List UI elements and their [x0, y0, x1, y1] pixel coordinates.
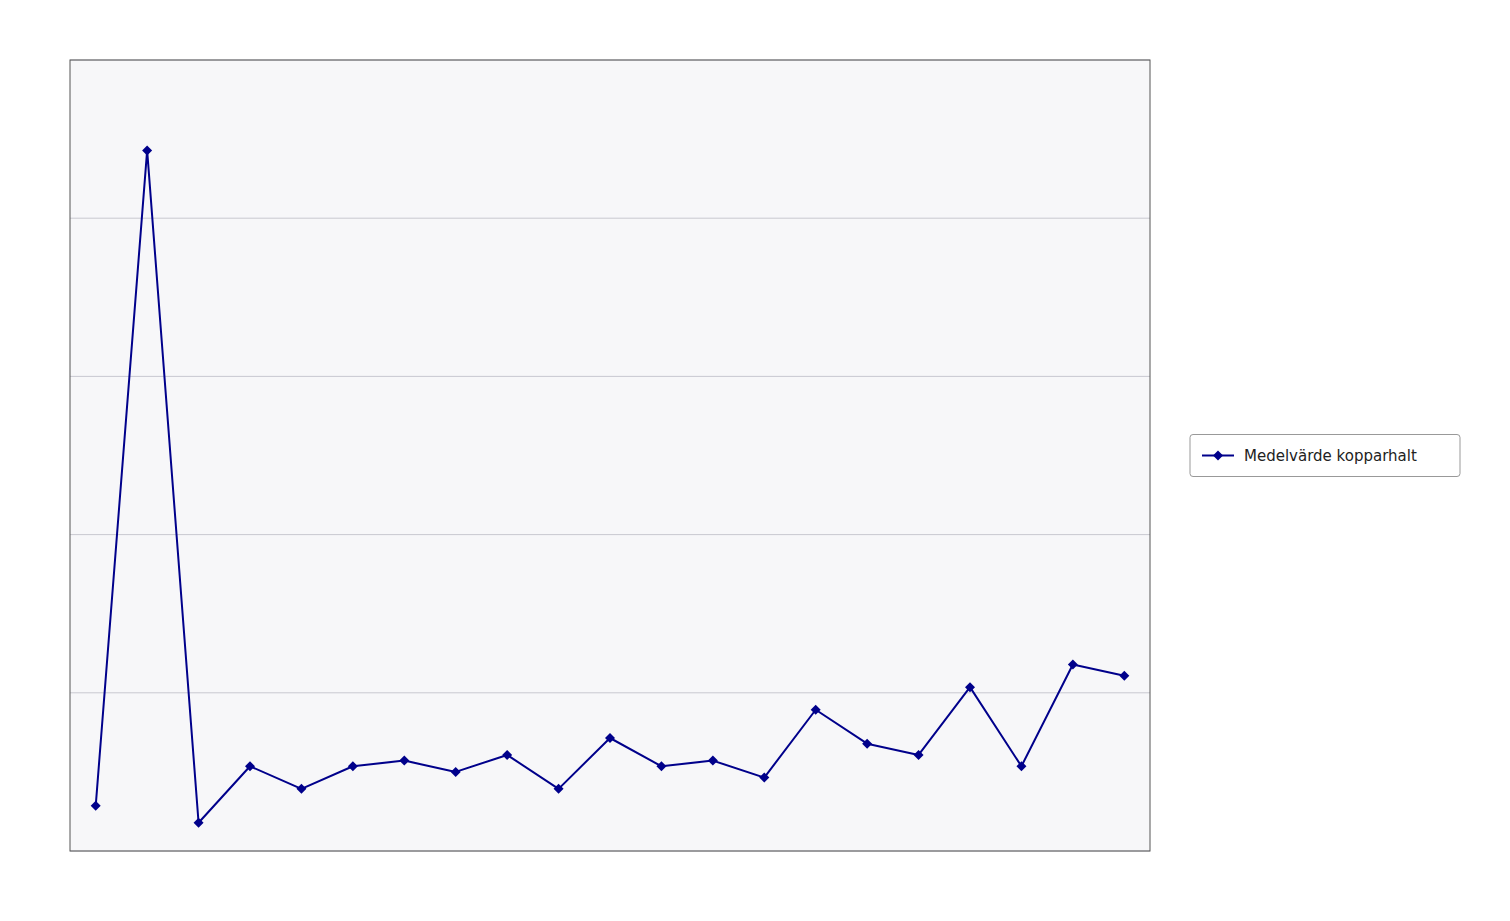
data-point: [914, 750, 924, 760]
data-point: [759, 773, 769, 783]
series-line: [96, 150, 1125, 822]
legend-label: Medelvärde kopparhalt: [1244, 447, 1417, 465]
data-point: [708, 756, 718, 766]
data-point: [296, 784, 306, 794]
data-point: [91, 801, 101, 811]
chart-container: Medelvärde kopparhalt: [0, 0, 1510, 921]
data-point: [965, 682, 975, 692]
data-point: [656, 761, 666, 771]
data-point: [811, 705, 821, 715]
grid: [70, 60, 1150, 851]
legend: Medelvärde kopparhalt: [1190, 435, 1460, 477]
legend-box: [1190, 435, 1460, 477]
grid-line: [70, 692, 1150, 693]
data-point: [1016, 761, 1026, 771]
data-point: [451, 767, 461, 777]
plot-background: [70, 60, 1150, 851]
data-point: [348, 761, 358, 771]
plot-frame: [70, 60, 1150, 851]
data-point: [862, 739, 872, 749]
data-point: [245, 761, 255, 771]
data-point: [1119, 671, 1129, 681]
data-point: [502, 750, 512, 760]
grid-line: [70, 534, 1150, 535]
data-point: [194, 818, 204, 828]
grid-line: [70, 218, 1150, 219]
legend-marker: [1213, 451, 1223, 461]
data-point: [142, 145, 152, 155]
data-point: [605, 733, 615, 743]
data-point: [399, 756, 409, 766]
data-layer: [91, 145, 1130, 827]
data-point: [1068, 660, 1078, 670]
grid-line: [70, 376, 1150, 377]
chart-svg: Medelvärde kopparhalt: [0, 0, 1510, 921]
data-point: [554, 784, 564, 794]
